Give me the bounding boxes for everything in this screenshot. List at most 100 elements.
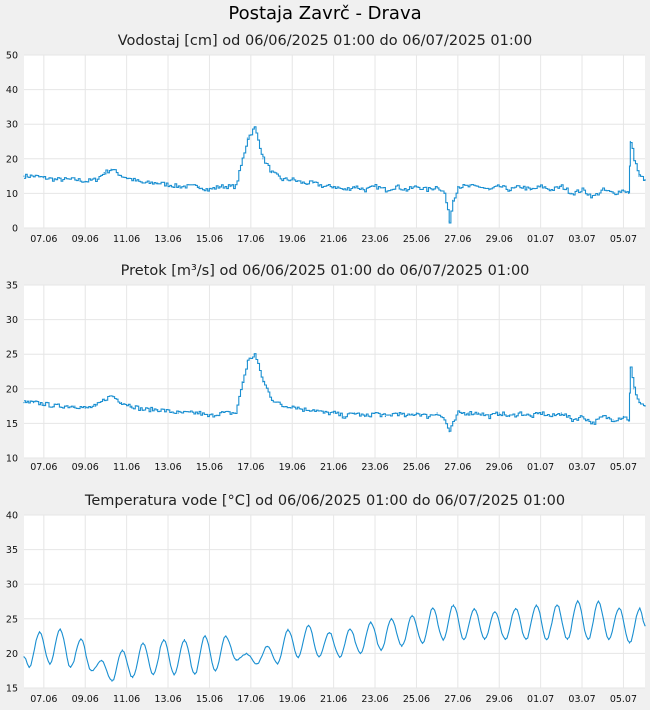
data-point <box>483 638 486 641</box>
data-point <box>131 405 133 407</box>
data-point <box>415 185 418 188</box>
y-tick-label: 15 <box>6 684 18 695</box>
data-point <box>322 185 324 188</box>
data-point <box>141 408 143 411</box>
data-point <box>177 185 179 188</box>
data-point <box>364 415 366 418</box>
x-tick-label: 13.06 <box>154 462 181 473</box>
data-point <box>525 638 527 641</box>
data-point <box>628 419 630 421</box>
data-point <box>32 402 35 404</box>
y-tick-label: 10 <box>6 189 18 200</box>
data-point <box>384 189 386 191</box>
x-tick-label: 27.06 <box>444 462 471 473</box>
data-point <box>262 158 264 160</box>
data-point <box>253 127 255 129</box>
data-point <box>426 415 428 418</box>
y-tick-label: 40 <box>6 511 18 522</box>
data-point <box>84 180 86 182</box>
data-point <box>602 415 604 418</box>
data-point <box>618 607 620 610</box>
x-tick-label: 19.06 <box>279 234 306 245</box>
y-tick-label: 20 <box>6 384 18 395</box>
data-point <box>90 670 92 672</box>
x-tick-label: 15.06 <box>196 234 223 245</box>
x-tick-label: 07.06 <box>30 694 57 705</box>
data-point <box>401 645 403 648</box>
series-line <box>24 353 646 432</box>
data-point <box>163 638 165 641</box>
data-point <box>540 185 542 188</box>
x-tick-label: 13.06 <box>154 234 181 245</box>
data-point <box>535 604 537 606</box>
data-point <box>312 408 314 411</box>
data-point <box>612 192 614 194</box>
data-point <box>121 649 123 651</box>
data-point <box>395 412 397 414</box>
data-point <box>94 178 97 181</box>
plot-area <box>24 285 645 458</box>
chart-1: Vodostaj [cm] od 06/06/2025 01:00 do 06/… <box>6 33 646 245</box>
data-point <box>291 405 293 407</box>
data-point <box>629 140 631 143</box>
data-point <box>353 412 355 414</box>
data-point <box>333 412 335 414</box>
data-point <box>405 415 407 418</box>
data-point <box>207 415 209 418</box>
data-point <box>550 189 552 191</box>
data-point <box>132 677 134 679</box>
chart-2: Pretok [m³/s] od 06/06/2025 01:00 do 06/… <box>6 263 646 473</box>
data-point <box>245 652 248 655</box>
data-point <box>339 656 341 658</box>
data-point <box>270 398 273 400</box>
data-point <box>301 182 304 184</box>
data-point <box>198 185 200 188</box>
data-point <box>266 645 268 648</box>
data-point <box>276 663 279 665</box>
data-point <box>28 666 30 668</box>
x-tick-label: 01.07 <box>527 462 554 473</box>
x-tick-label: 03.07 <box>568 234 595 245</box>
data-point <box>426 189 428 191</box>
data-point <box>415 412 418 414</box>
y-tick-label: 20 <box>6 649 18 660</box>
data-point <box>638 402 640 404</box>
data-point <box>395 185 397 188</box>
data-point <box>157 408 159 411</box>
data-point <box>177 412 179 414</box>
data-point <box>63 178 66 181</box>
data-point <box>498 412 500 414</box>
data-point <box>234 412 236 414</box>
data-point <box>43 177 45 179</box>
data-point <box>69 666 72 668</box>
x-tick-label: 21.06 <box>320 694 347 705</box>
y-tick-label: 50 <box>6 51 18 62</box>
x-tick-label: 09.06 <box>72 234 99 245</box>
data-point <box>546 638 548 641</box>
series-line <box>23 599 646 682</box>
data-point <box>74 405 76 407</box>
data-point <box>229 185 231 188</box>
data-point <box>498 185 500 188</box>
data-point <box>628 192 630 194</box>
x-tick-label: 05.07 <box>610 694 637 705</box>
x-tick-label: 29.06 <box>486 234 513 245</box>
data-point <box>198 412 200 414</box>
data-point <box>452 422 454 424</box>
data-point <box>74 178 76 181</box>
data-point <box>380 649 382 651</box>
data-point <box>32 175 35 177</box>
data-point <box>110 395 112 397</box>
data-point <box>629 367 631 369</box>
x-tick-label: 09.06 <box>72 462 99 473</box>
data-point <box>219 185 221 188</box>
x-tick-label: 29.06 <box>486 694 513 705</box>
x-tick-label: 17.06 <box>237 694 264 705</box>
data-point <box>384 415 386 418</box>
data-point <box>23 656 25 658</box>
chart-title: Temperatura vode [°C] od 06/06/2025 01:0… <box>84 493 565 509</box>
x-tick-label: 29.06 <box>486 462 513 473</box>
data-point <box>443 192 445 194</box>
data-point <box>529 415 531 418</box>
